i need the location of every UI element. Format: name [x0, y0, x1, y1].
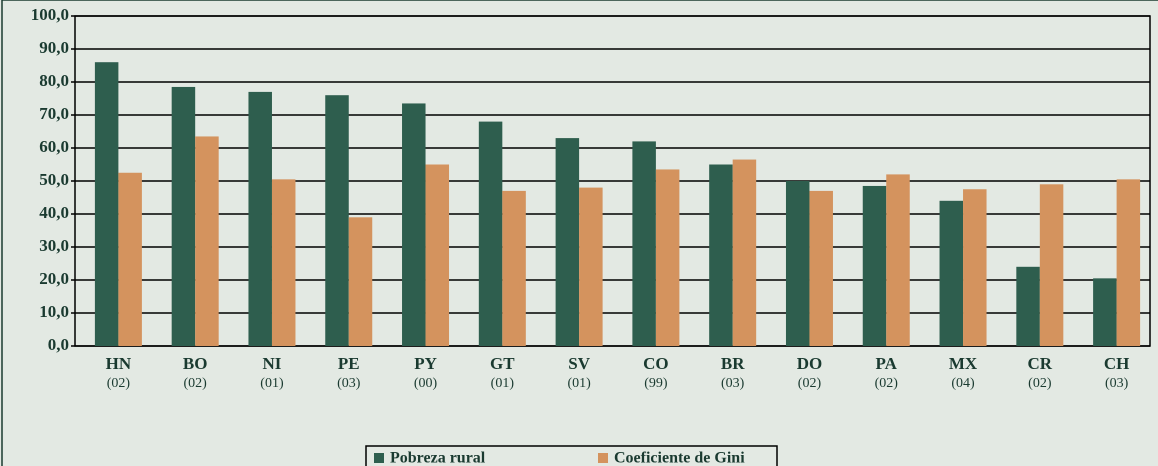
- x-tick-label: PA: [876, 354, 898, 373]
- x-tick-sublabel: (02): [107, 376, 131, 391]
- bar: [732, 159, 757, 346]
- bar: [709, 164, 733, 346]
- legend-box: [365, 445, 778, 466]
- x-tick-sublabel: (04): [951, 376, 975, 391]
- x-tick-label: DO: [797, 354, 823, 373]
- bar: [1093, 278, 1117, 346]
- bar: [1016, 266, 1040, 346]
- x-tick-label: SV: [568, 354, 590, 373]
- y-tick-label: 80,0: [39, 71, 69, 90]
- x-tick-sublabel: (02): [1028, 376, 1052, 391]
- bar: [425, 164, 450, 346]
- bar: [655, 169, 680, 346]
- bar: [579, 187, 603, 346]
- y-tick-label: 70,0: [39, 104, 69, 123]
- x-tick-label: BO: [183, 354, 208, 373]
- x-tick-label: CR: [1028, 354, 1053, 373]
- bar: [271, 179, 296, 346]
- x-tick-sublabel: (03): [337, 376, 361, 391]
- bar: [118, 172, 142, 346]
- x-tick-label: GT: [490, 354, 515, 373]
- x-tick-label: CO: [643, 354, 669, 373]
- x-tick-sublabel: (99): [644, 376, 668, 391]
- bar: [555, 138, 580, 346]
- bar: [402, 103, 426, 346]
- y-tick-label: 20,0: [39, 269, 69, 288]
- legend-swatch: [598, 453, 608, 463]
- x-tick-label: BR: [721, 354, 745, 373]
- y-tick-label: 10,0: [39, 302, 69, 321]
- legend-swatch: [374, 453, 384, 463]
- y-tick-label: 100,0: [31, 5, 69, 24]
- x-tick-sublabel: (01): [491, 376, 515, 391]
- y-tick-label: 0,0: [48, 335, 69, 354]
- bar: [809, 190, 833, 346]
- x-tick-label: PY: [414, 354, 437, 373]
- x-tick-label: HN: [106, 354, 132, 373]
- x-tick-label: NI: [263, 354, 282, 373]
- legend-label: Pobreza rural: [390, 450, 486, 466]
- x-tick-label: MX: [949, 354, 978, 373]
- x-tick-sublabel: (01): [567, 376, 591, 391]
- bar: [195, 136, 219, 346]
- bar: [862, 185, 887, 346]
- x-tick-sublabel: (00): [414, 376, 438, 391]
- x-tick-sublabel: (03): [1105, 376, 1129, 391]
- x-tick-sublabel: (02): [875, 376, 899, 391]
- bar: [963, 189, 987, 346]
- x-tick-label: PE: [338, 354, 360, 373]
- legend-label: Coeficiente de Gini: [614, 450, 745, 466]
- bar: [785, 181, 810, 346]
- bar: [348, 217, 373, 346]
- y-tick-label: 60,0: [39, 137, 69, 156]
- x-tick-label: CH: [1104, 354, 1130, 373]
- x-tick-sublabel: (01): [260, 376, 284, 391]
- bar: [248, 91, 272, 347]
- bar: [94, 62, 119, 346]
- bar: [886, 174, 910, 346]
- x-tick-sublabel: (02): [184, 376, 208, 391]
- y-tick-label: 50,0: [39, 170, 69, 189]
- bar: [939, 200, 964, 346]
- bar: [502, 190, 526, 346]
- y-tick-label: 40,0: [39, 203, 69, 222]
- x-tick-sublabel: (02): [798, 376, 822, 391]
- x-tick-sublabel: (03): [721, 376, 745, 391]
- y-tick-label: 30,0: [39, 236, 69, 255]
- y-tick-label: 90,0: [39, 38, 69, 57]
- bar: [478, 121, 503, 346]
- bar: [1116, 179, 1141, 346]
- bar: [325, 95, 349, 346]
- bar: [1039, 184, 1064, 346]
- bar: [171, 86, 196, 346]
- bar: [632, 141, 656, 346]
